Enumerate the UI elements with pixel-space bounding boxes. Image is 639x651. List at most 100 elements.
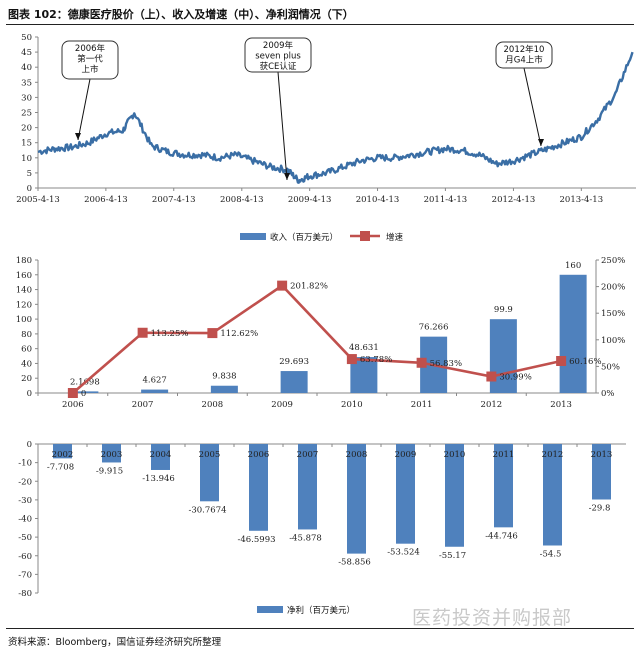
net-income-bar [445,444,464,547]
revenue-bar [210,385,238,393]
net-income-bar [298,444,317,530]
net-value-label: -13.946 [142,474,175,484]
revenue-right-tick-label: 0% [601,389,615,399]
stock-y-tick-label: 50 [21,33,32,43]
revenue-left-tick-label: 80 [21,330,32,340]
net-income-bar [200,444,219,502]
arrowhead-icon [538,139,544,146]
watermark: 医药投资并购报部 [412,607,573,629]
net-x-tick-label: 2009 [395,450,417,460]
callout-text: 获CE认证 [260,61,297,72]
growth-value-label: 113.25% [151,329,189,339]
revenue-value-label: 9.838 [212,372,236,382]
revenue-right-tick-label: 250% [601,256,625,266]
revenue-left-tick-label: 100 [16,315,32,325]
net-income-bar [494,444,513,528]
figure-title: 图表 102：德康医疗股价（上）、收入及增速（中）、净利润情况（下） [8,8,354,21]
stock-price-line [37,51,634,184]
net-value-label: -53.524 [387,548,420,558]
arrowhead-icon [75,133,81,140]
legend-growth-marker [360,231,370,241]
revenue-bar [71,391,99,393]
net-y-tick-label: -10 [18,459,32,469]
net-income-chart: 0 -10 -20 -30 -40 -50 -60 -70 -80 2002 -7.708 2003 -… [18,440,626,616]
growth-marker [416,357,427,368]
net-value-label: -54.5 [540,550,562,560]
net-y-tick-label: -60 [18,552,32,562]
net-y-tick-label: 0 [27,440,32,450]
growth-value-label: 112.62% [220,329,258,339]
revenue-value-label: 76.266 [419,323,449,333]
net-income-bar [347,444,366,554]
net-x-tick-label: 2002 [52,450,74,460]
growth-marker [346,354,357,365]
net-value-label: -55.17 [439,551,466,561]
stock-x-tick-label: 2008-4-13 [220,195,264,205]
callout-text: 2009年 [263,40,294,51]
revenue-x-tick-label: 2012 [481,400,503,410]
net-income-bar [543,444,562,546]
callout-arrow [277,71,288,181]
net-value-label: -44.746 [485,531,518,541]
stock-x-tick-label: 2005-4-13 [16,195,60,205]
stock-x-tick-label: 2007-4-13 [152,195,196,205]
callout-box [244,37,312,73]
callout-text: 第一代 [77,54,103,65]
net-y-tick-label: -80 [18,589,32,599]
revenue-left-tick-label: 160 [16,271,32,281]
revenue-x-tick-label: 2008 [202,400,224,410]
stock-y-tick-label: 30 [21,93,32,103]
revenue-left-tick-label: 20 [21,374,32,384]
revenue-bar [280,371,308,393]
revenue-left-tick-label: 180 [16,256,32,266]
net-x-tick-label: 2012 [542,450,564,460]
source-note: 资料来源：Bloomberg，国信证券经济研究所整理 [8,637,222,648]
stock-x-tick-label: 2009-4-13 [288,195,332,205]
footer-rule [6,628,634,629]
callout-box [495,41,553,69]
net-x-tick-label: 2007 [297,450,319,460]
legend-net-label: 净利（百万美元） [287,605,355,616]
revenue-left-tick-label: 0 [27,389,32,399]
growth-value-label: 60.16% [569,357,601,367]
stock-y-tick-label: 45 [21,48,32,58]
callout-arrow [523,67,542,147]
net-income-bar [53,444,72,459]
stock-y-tick-label: 0 [27,184,32,194]
net-x-tick-label: 2013 [591,450,613,460]
stock-y-tick-label: 15 [21,139,32,149]
stock-x-tick-label: 2011-4-13 [424,195,468,205]
stock-price-chart: 0 5 10 15 20 25 30 35 40 45 50 2005-4-13 2006-4-13 20… [16,33,636,205]
net-y-tick-label: -30 [18,496,32,506]
callout-text: seven plus [255,52,301,62]
legend-growth-label: 增速 [386,232,404,243]
callout-arrow [77,78,91,141]
revenue-x-tick-label: 2011 [411,400,433,410]
net-value-label: -30.7674 [188,505,226,515]
growth-marker [67,388,78,398]
growth-marker [556,355,567,366]
revenue-value-label: 48.631 [349,343,379,353]
net-y-tick-label: -70 [18,570,32,580]
revenue-bar [141,389,169,393]
net-value-label: -58.856 [338,558,371,568]
callout-text: 上市 [81,64,99,75]
net-x-tick-label: 2005 [199,450,221,460]
revenue-x-tick-label: 2010 [341,400,363,410]
net-x-tick-label: 2010 [444,450,466,460]
stock-y-tick-label: 25 [21,109,32,119]
stock-x-tick-label: 2013-4-13 [560,195,604,205]
net-x-tick-label: 2008 [346,450,368,460]
revenue-left-tick-label: 140 [16,286,32,296]
callout-box [61,40,119,80]
net-y-tick-label: -50 [18,533,32,543]
growth-marker [277,280,288,291]
net-y-tick-label: -40 [18,515,32,525]
legend-revenue-label: 收入（百万美元） [270,232,338,243]
net-income-bar [151,444,170,470]
arrowhead-icon [284,173,290,180]
net-income-bar [396,444,415,544]
revenue-x-tick-label: 2006 [62,400,84,410]
stock-y-tick-label: 20 [21,124,32,134]
